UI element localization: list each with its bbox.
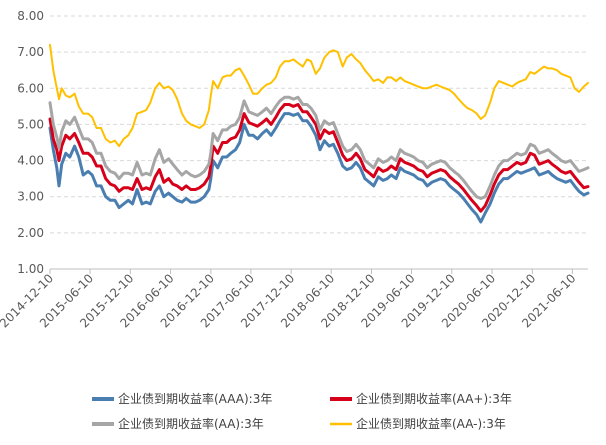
series-line-0 [48,112,590,224]
y-tick-label: 6.00 [17,81,44,95]
y-tick-label: 2.00 [17,226,44,240]
series-lines [48,43,590,224]
legend-label-2: 企业债到期收益率(AA):3年 [118,416,264,431]
series-line-3 [49,43,589,148]
legend: 企业债到期收益率(AAA):3年 企业债到期收益率(AA+):3年企业债到期收益率… [92,391,512,431]
y-tick-label: 3.00 [17,190,44,204]
legend-label-0: 企业债到期收益率(AAA):3年 [118,391,272,406]
legend-label-3: 企业债到期收益率(AA-):3年 [356,416,506,431]
series-line-1 [48,103,590,213]
y-axis: 1.00 2.00 3.00 4.00 5.00 6.00 7.00 8.00 [17,9,44,276]
y-tick-label: 7.00 [17,45,44,59]
y-tick-label: 5.00 [17,117,44,131]
y-tick-label: 4.00 [17,154,44,168]
x-axis: 2014-12-102015-06-102015-12-102016-06-10… [0,268,588,330]
y-tick-label: 8.00 [17,9,44,23]
y-tick-label: 1.00 [17,262,44,276]
legend-label-1: 企业债到期收益率(AA+):3年 [356,391,512,406]
series-line-2 [48,95,590,200]
